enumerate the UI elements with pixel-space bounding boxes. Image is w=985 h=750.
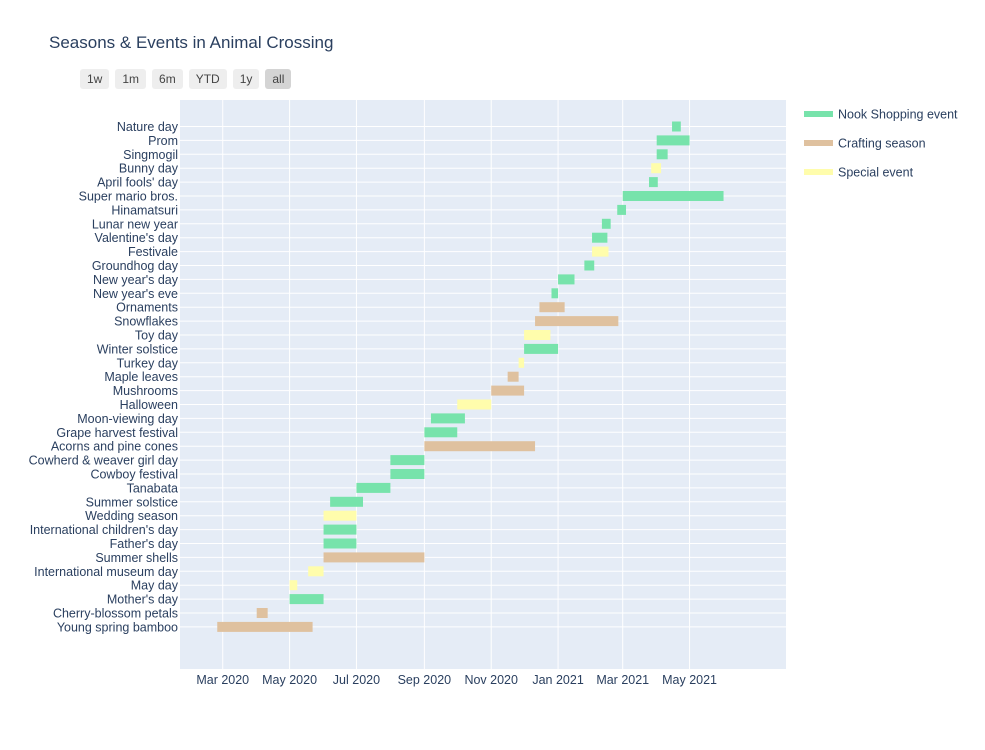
y-tick-label: Valentine's day [95,231,179,245]
event-bar [308,566,324,577]
event-bar [323,538,357,549]
y-tick-label: New year's eve [93,287,178,301]
y-tick-label: Festivale [128,245,178,259]
y-tick-label: Ornaments [116,301,178,315]
x-tick-label: Mar 2020 [196,673,249,687]
event-bar [491,385,525,396]
y-tick-label: Young spring bamboo [57,620,178,634]
y-tick-label: Summer shells [95,551,178,565]
event-bar [424,427,458,438]
y-tick-label: Mushrooms [113,384,178,398]
y-tick-label: Tanabata [127,481,178,495]
y-tick-label: April fools' day [97,176,179,190]
y-tick-label: Turkey day [117,356,179,370]
event-bar [457,399,492,410]
event-bar [289,594,324,605]
axes: Mar 2020 May 2020 Jul 2020 Sep 2020 Nov 2020… [29,120,717,687]
event-bar [617,204,627,215]
y-tick-label: International children's day [30,523,179,537]
event-bar [323,552,425,563]
y-tick-label: Hinamatsuri [111,203,178,217]
y-tick-label: Singmogil [123,148,178,162]
y-tick-label: Lunar new year [92,217,178,231]
y-tick-label: Halloween [120,398,178,412]
y-tick-label: Snowflakes [114,315,178,329]
event-bar [524,343,559,354]
event-bar [584,260,595,271]
y-tick-label: Toy day [135,329,179,343]
y-tick-label: Nature day [117,120,179,134]
event-bar [289,580,298,591]
event-bar [390,455,425,466]
plot-background [180,100,786,669]
legend: Nook Shopping event Crafting season Specia… [804,108,958,180]
event-bar [323,524,357,535]
event-bar [424,441,536,452]
chart-title: Seasons & Events in Animal Crossing [49,33,334,52]
x-tick-label: Mar 2021 [596,673,649,687]
event-bar [601,218,611,229]
x-tick-label: May 2021 [662,673,717,687]
y-tick-label: Moon-viewing day [77,412,178,426]
y-tick-label: May day [131,579,179,593]
event-bar [651,163,662,174]
range-button-ytd[interactable]: YTD [188,69,227,89]
x-tick-label: Nov 2020 [464,673,518,687]
range-button-1m[interactable]: 1m [115,69,147,89]
event-bar [507,371,519,382]
event-bar [558,274,575,285]
event-bar [539,302,565,313]
y-tick-label: Mother's day [107,593,179,607]
y-tick-label: Cowboy festival [90,468,178,482]
x-tick-label: Jul 2020 [333,673,380,687]
event-bar [649,177,658,188]
y-tick-label: Super mario bros. [79,190,178,204]
x-tick-label: Sep 2020 [398,673,452,687]
event-bar [330,496,364,507]
event-bar [551,288,559,299]
x-tick-label: Jan 2021 [532,673,583,687]
event-bar [592,246,609,257]
y-tick-label: Cowherd & weaver girl day [29,454,179,468]
event-bar [217,621,313,632]
y-tick-label: Grape harvest festival [56,426,178,440]
x-tick-label: May 2020 [262,673,317,687]
y-tick-label: Father's day [110,537,179,551]
event-bar [430,413,465,424]
range-selector: 1w 1m 6m YTD 1y all [80,69,292,89]
y-tick-label: Cherry-blossom petals [53,607,178,621]
y-tick-label: Wedding season [85,509,178,523]
y-tick-label: New year's day [93,273,179,287]
event-bar [256,608,268,618]
y-tick-label: Prom [148,134,178,148]
event-bar [622,191,724,201]
range-button-1w[interactable]: 1w [80,69,110,89]
y-tick-label: Maple leaves [104,370,178,384]
y-tick-label: Groundhog day [92,259,179,273]
y-tick-label: Summer solstice [86,495,178,509]
legend-label: Nook Shopping event [838,108,958,122]
event-bar [356,482,391,493]
y-tick-label: Acorns and pine cones [51,440,178,454]
event-bar [592,232,608,243]
event-bar [656,135,690,146]
event-bar [323,510,357,521]
event-bar [656,149,668,160]
legend-label: Special event [838,166,914,180]
event-bar [535,316,619,327]
plot-area[interactable] [180,100,786,669]
event-bar [518,357,525,368]
legend-label: Crafting season [838,137,926,151]
range-button-all[interactable]: all [265,69,292,89]
event-bar [672,121,681,132]
y-tick-label: Winter solstice [97,342,178,356]
event-bar [524,330,551,340]
range-button-1y[interactable]: 1y [232,69,260,89]
event-bar [390,469,425,479]
y-tick-label: International museum day [34,565,179,579]
range-button-6m[interactable]: 6m [152,69,183,89]
y-tick-label: Bunny day [119,162,179,176]
